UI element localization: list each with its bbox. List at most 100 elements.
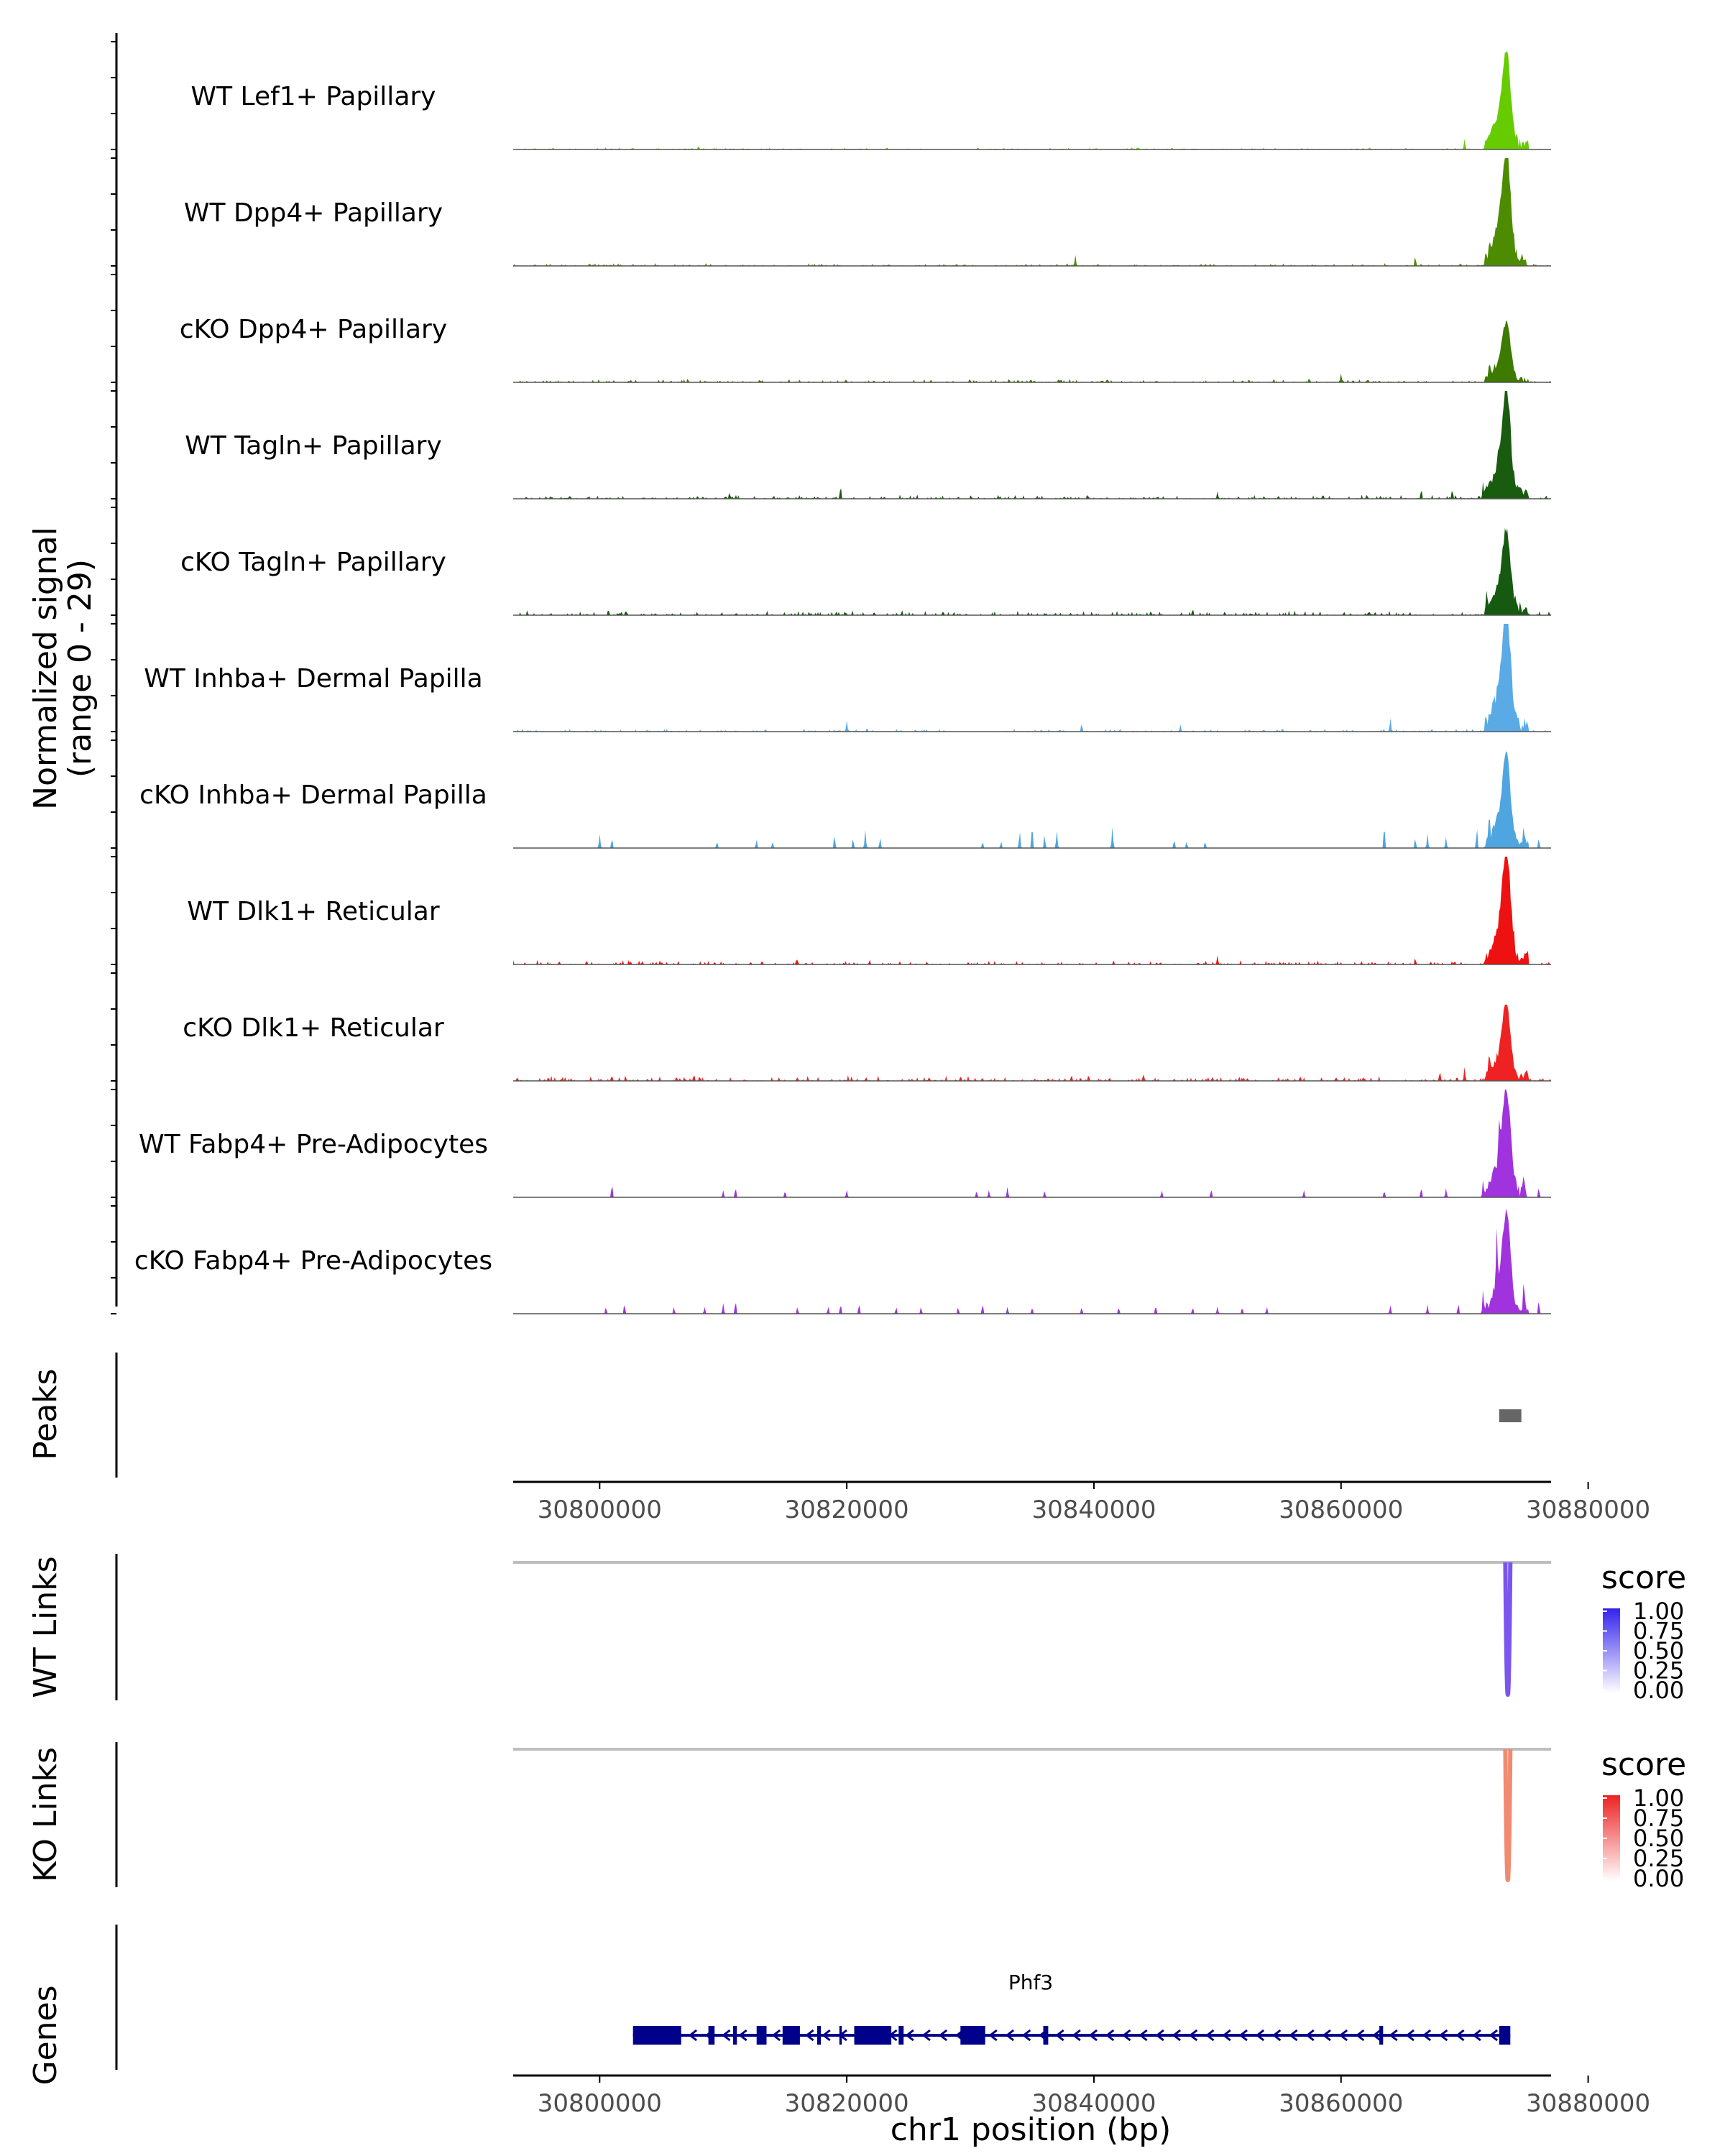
strand-arrow	[1255, 2029, 1265, 2042]
x-tick-label: 30860000	[1279, 1496, 1403, 1524]
signal-area	[513, 158, 1551, 266]
legend-tick-label: 0.00	[1633, 1865, 1684, 1892]
peaks-panel-label: Peaks	[27, 1368, 64, 1460]
track-labels: WT Lef1+ Papillary WT Dpp4+ Papillary cKO …	[134, 82, 492, 1276]
x-tick-label: 30880000	[1526, 1496, 1650, 1524]
track-label: cKO Tagln+ Papillary	[180, 548, 446, 577]
strand-arrow	[1455, 2029, 1465, 2042]
exon	[1379, 2026, 1384, 2045]
links-panel-label: WT Links	[27, 1556, 64, 1697]
signal-area	[513, 320, 1551, 382]
strand-arrow	[1172, 2029, 1182, 2042]
x-tick-label: 30840000	[1031, 2089, 1156, 2118]
track-label: WT Dlk1+ Reticular	[187, 897, 439, 926]
strand-arrow	[905, 2029, 914, 2042]
track-label: WT Lef1+ Papillary	[191, 82, 436, 111]
legend-tick-label: 0.25	[1633, 1657, 1684, 1685]
track-label: cKO Dlk1+ Reticular	[183, 1013, 444, 1043]
strand-arrow	[1372, 2029, 1381, 2042]
strand-arrow	[1005, 2029, 1015, 2042]
track-label: WT Dpp4+ Papillary	[184, 198, 443, 228]
exon	[960, 2026, 985, 2045]
signal-y-ticks	[111, 41, 116, 1314]
exon	[1043, 2026, 1049, 2045]
legend-title: score	[1601, 1746, 1686, 1783]
legend-tick-label: 1.00	[1633, 1598, 1684, 1625]
legend-tick-label: 0.75	[1633, 1805, 1684, 1832]
track-label: WT Tagln+ Papillary	[185, 431, 442, 461]
track-label: WT Fabp4+ Pre-Adipocytes	[139, 1130, 488, 1159]
exon	[898, 2026, 904, 2045]
strand-arrow	[1155, 2029, 1164, 2042]
x-axis-bottom: 30800000 30820000 30840000 30860000 30880000	[513, 2074, 1650, 2118]
strand-arrow	[1055, 2029, 1064, 2042]
track-areas	[513, 50, 1551, 1314]
strand-arrow	[1021, 2029, 1031, 2042]
peaks-track	[1499, 1409, 1522, 1422]
strand-arrow	[921, 2029, 931, 2042]
x-tick-label: 30860000	[1279, 2089, 1403, 2118]
exon	[733, 2026, 737, 2045]
exon	[816, 2026, 822, 2045]
strand-arrow	[1322, 2029, 1331, 2042]
peak-region	[1499, 1409, 1522, 1422]
signal-area	[513, 1004, 1551, 1081]
x-axis-title: chr1 position (bp)	[891, 2111, 1172, 2148]
strand-arrow	[938, 2029, 948, 2042]
signal-area	[513, 391, 1551, 499]
signal-area	[513, 624, 1551, 732]
strand-arrow	[1122, 2029, 1131, 2042]
gene-name-label: Phf3	[1008, 1971, 1053, 1994]
strand-arrow	[738, 2029, 748, 2042]
strand-arrow	[1405, 2029, 1414, 2042]
strand-arrow	[805, 2029, 814, 2042]
link-arc	[1503, 1562, 1513, 1697]
strand-arrow	[1271, 2029, 1282, 2042]
strand-arrow	[1355, 2029, 1365, 2042]
exon	[839, 2026, 842, 2045]
signal-y-axis-range: (range 0 - 29)	[62, 559, 98, 778]
strand-arrow	[822, 2029, 831, 2042]
strand-arrow	[1138, 2029, 1148, 2042]
strand-arrow	[1289, 2029, 1298, 2042]
legend-tick-label: 0.50	[1633, 1637, 1684, 1664]
strand-arrow	[1188, 2029, 1198, 2042]
exon	[708, 2026, 715, 2045]
strand-arrow	[1105, 2029, 1115, 2042]
signal-area	[513, 857, 1551, 964]
signal-area	[513, 528, 1551, 615]
signal-area	[513, 751, 1551, 848]
legend-tick-label: 0.50	[1633, 1825, 1684, 1852]
links-panel-label: KO Links	[27, 1747, 64, 1882]
legend-title: score	[1601, 1560, 1686, 1596]
x-tick-label: 30800000	[538, 1496, 662, 1524]
strand-arrow	[1088, 2029, 1098, 2042]
strand-arrow	[1222, 2029, 1231, 2042]
strand-arrow	[688, 2029, 698, 2042]
signal-y-axis-label: Normalized signal	[27, 527, 64, 810]
exon	[782, 2026, 800, 2045]
link-arc	[1503, 1749, 1513, 1882]
track-label: cKO Fabp4+ Pre-Adipocytes	[134, 1246, 492, 1276]
x-axis-top: 30800000 30820000 30840000 30860000 30880000	[513, 1480, 1650, 1524]
x-tick-label: 30880000	[1526, 2089, 1650, 2118]
strand-arrow	[1238, 2029, 1248, 2042]
x-tick-label: 30840000	[1031, 1496, 1156, 1524]
genes-panel-label: Genes	[27, 1985, 64, 2085]
strand-arrow	[1305, 2029, 1315, 2042]
strand-arrow	[771, 2029, 781, 2042]
strand-arrow	[1422, 2029, 1432, 2042]
strand-arrow	[1338, 2029, 1348, 2042]
legend-tick-label: 0.75	[1633, 1618, 1684, 1645]
track-label: cKO Inhba+ Dermal Papilla	[139, 780, 487, 810]
track-label: WT Inhba+ Dermal Papilla	[144, 664, 482, 694]
x-tick-label: 30820000	[785, 2089, 909, 2118]
exon	[854, 2026, 892, 2045]
signal-area	[513, 1089, 1551, 1197]
strand-arrow	[1472, 2029, 1481, 2042]
strand-arrow	[988, 2029, 998, 2042]
gene-model	[632, 2026, 1511, 2045]
strand-arrow	[1389, 2029, 1398, 2042]
